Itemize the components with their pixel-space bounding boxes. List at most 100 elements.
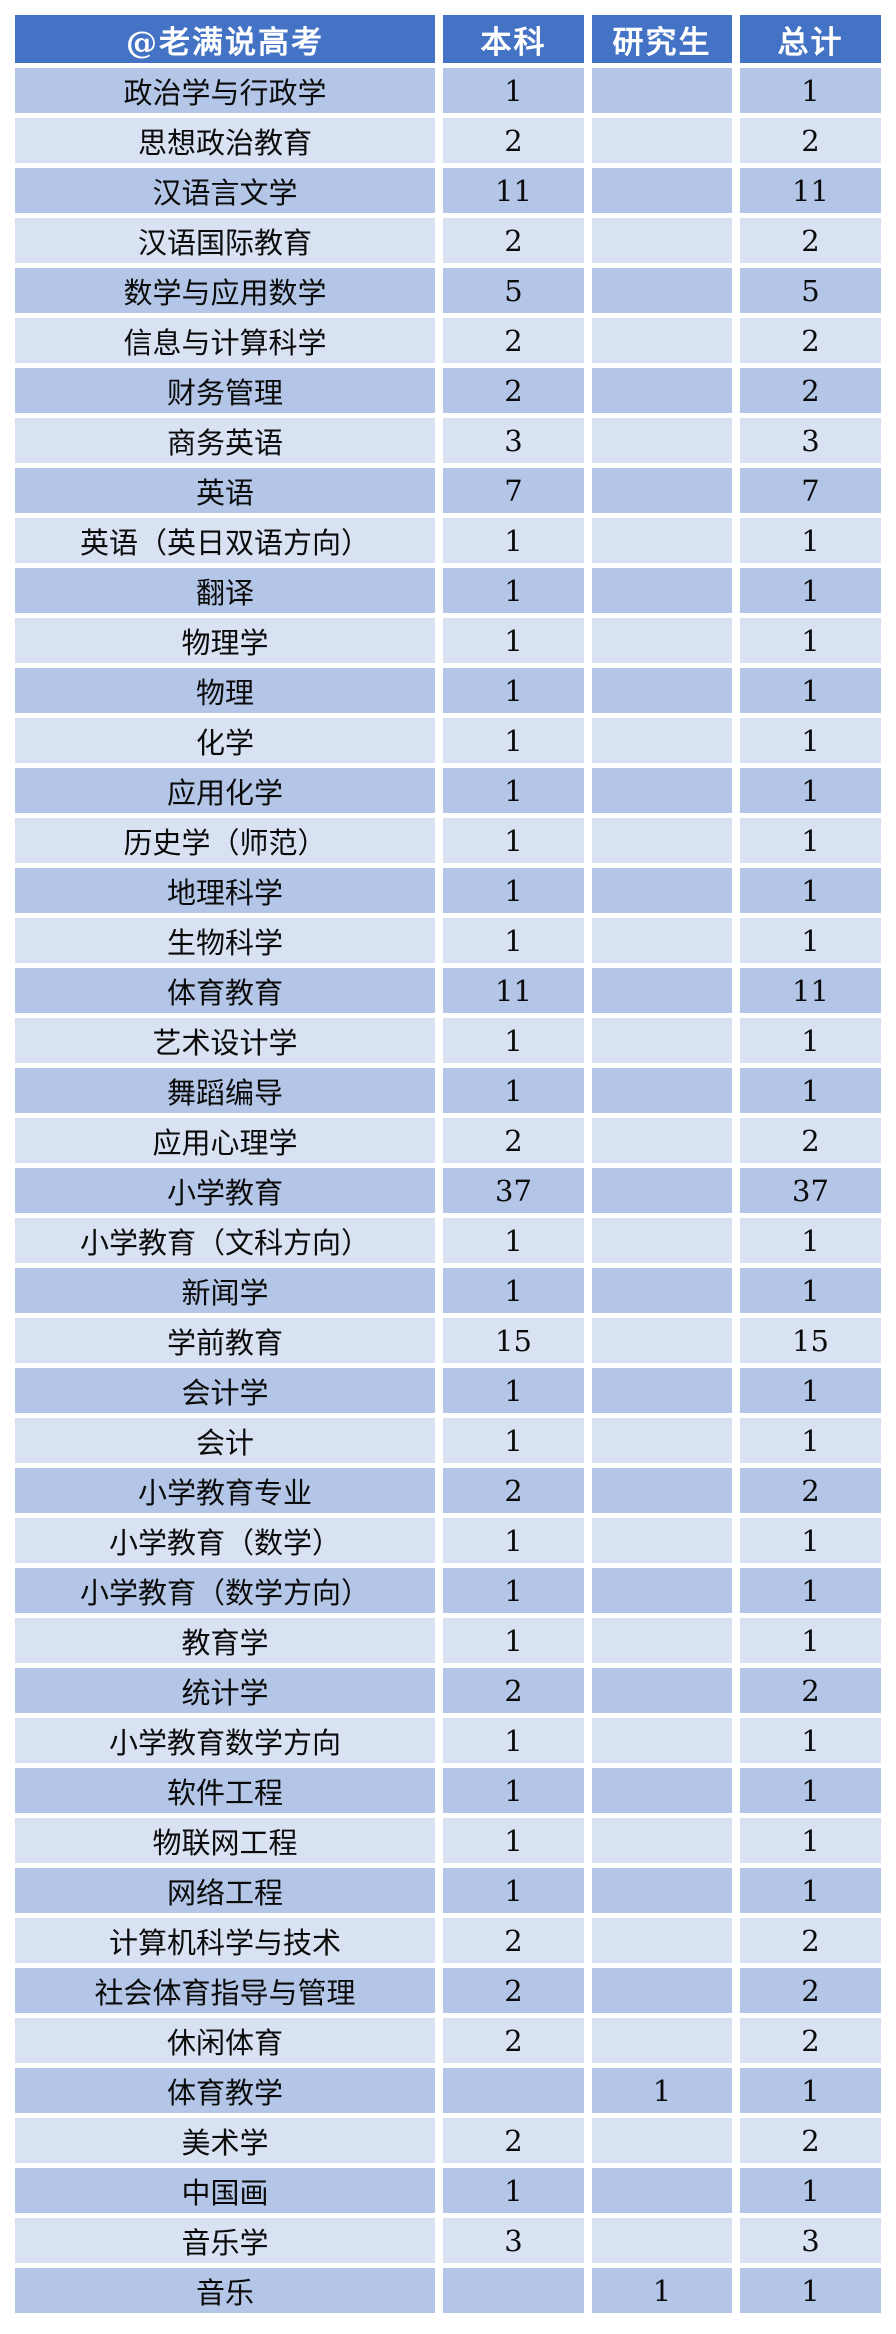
major-name-cell: 艺术设计学 [15, 1018, 435, 1063]
undergrad-count-cell: 2 [443, 318, 584, 363]
undergrad-count-cell [443, 2268, 584, 2313]
major-name-cell: 物理学 [15, 618, 435, 663]
header-source-label: @老满说高考 [15, 15, 435, 63]
table-row: 物理学 1 1 [15, 618, 881, 663]
major-name-cell: 音乐 [15, 2268, 435, 2313]
undergrad-count-cell: 11 [443, 968, 584, 1013]
major-name-cell: 数学与应用数学 [15, 268, 435, 313]
table-row: 中国画 1 1 [15, 2168, 881, 2213]
total-count-cell: 2 [740, 1968, 881, 2013]
undergrad-count-cell: 1 [443, 1268, 584, 1313]
graduate-count-cell [592, 118, 732, 163]
total-count-cell: 1 [740, 1068, 881, 1113]
graduate-count-cell [592, 418, 732, 463]
undergrad-count-cell: 2 [443, 118, 584, 163]
total-count-cell: 37 [740, 1168, 881, 1213]
total-count-cell: 1 [740, 718, 881, 763]
table-row: 政治学与行政学 1 1 [15, 68, 881, 113]
graduate-count-cell [592, 1918, 732, 1963]
table-row: 计算机科学与技术 2 2 [15, 1918, 881, 1963]
total-count-cell: 2 [740, 1118, 881, 1163]
major-name-cell: 地理科学 [15, 868, 435, 913]
graduate-count-cell [592, 1418, 732, 1463]
major-name-cell: 计算机科学与技术 [15, 1918, 435, 1963]
undergrad-count-cell: 2 [443, 1668, 584, 1713]
table-row: 社会体育指导与管理 2 2 [15, 1968, 881, 2013]
table-row: 新闻学 1 1 [15, 1268, 881, 1313]
total-count-cell: 1 [740, 918, 881, 963]
table-row: 物联网工程 1 1 [15, 1818, 881, 1863]
major-stats-table: @老满说高考 本科 研究生 总计 政治学与行政学 1 1 思想政治教育 2 2 … [7, 10, 889, 2318]
table-row: 网络工程 1 1 [15, 1868, 881, 1913]
graduate-count-cell [592, 1018, 732, 1063]
total-count-cell: 2 [740, 368, 881, 413]
undergrad-count-cell: 1 [443, 1868, 584, 1913]
undergrad-count-cell: 1 [443, 918, 584, 963]
major-name-cell: 学前教育 [15, 1318, 435, 1363]
total-count-cell: 1 [740, 568, 881, 613]
graduate-count-cell [592, 2018, 732, 2063]
header-total: 总计 [740, 15, 881, 63]
graduate-count-cell [592, 268, 732, 313]
total-count-cell: 3 [740, 418, 881, 463]
major-name-cell: 化学 [15, 718, 435, 763]
major-name-cell: 小学教育 [15, 1168, 435, 1213]
undergrad-count-cell: 2 [443, 2018, 584, 2063]
major-name-cell: 应用心理学 [15, 1118, 435, 1163]
total-count-cell: 2 [740, 1468, 881, 1513]
major-name-cell: 统计学 [15, 1668, 435, 1713]
undergrad-count-cell: 1 [443, 1018, 584, 1063]
undergrad-count-cell: 1 [443, 568, 584, 613]
total-count-cell: 2 [740, 318, 881, 363]
major-name-cell: 生物科学 [15, 918, 435, 963]
major-name-cell: 英语 [15, 468, 435, 513]
table-row: 生物科学 1 1 [15, 918, 881, 963]
table-row: 小学教育 37 37 [15, 1168, 881, 1213]
undergrad-count-cell: 2 [443, 1968, 584, 2013]
total-count-cell: 5 [740, 268, 881, 313]
table-row: 汉语言文学 11 11 [15, 168, 881, 213]
table-row: 物理 1 1 [15, 668, 881, 713]
graduate-count-cell [592, 568, 732, 613]
graduate-count-cell [592, 818, 732, 863]
graduate-count-cell [592, 1968, 732, 2013]
total-count-cell: 1 [740, 668, 881, 713]
table-row: 体育教育 11 11 [15, 968, 881, 1013]
undergrad-count-cell: 1 [443, 1568, 584, 1613]
table-row: 商务英语 3 3 [15, 418, 881, 463]
table-row: 教育学 1 1 [15, 1618, 881, 1663]
undergrad-count-cell: 1 [443, 1368, 584, 1413]
total-count-cell: 1 [740, 818, 881, 863]
graduate-count-cell [592, 1868, 732, 1913]
total-count-cell: 1 [740, 2268, 881, 2313]
major-name-cell: 政治学与行政学 [15, 68, 435, 113]
total-count-cell: 1 [740, 618, 881, 663]
total-count-cell: 1 [740, 1018, 881, 1063]
major-name-cell: 会计 [15, 1418, 435, 1463]
major-name-cell: 休闲体育 [15, 2018, 435, 2063]
undergrad-count-cell: 1 [443, 668, 584, 713]
undergrad-count-cell: 2 [443, 368, 584, 413]
undergrad-count-cell: 5 [443, 268, 584, 313]
total-count-cell: 1 [740, 1618, 881, 1663]
undergrad-count-cell: 1 [443, 1618, 584, 1663]
total-count-cell: 1 [740, 68, 881, 113]
undergrad-count-cell: 2 [443, 1918, 584, 1963]
graduate-count-cell [592, 2118, 732, 2163]
table-row: 会计学 1 1 [15, 1368, 881, 1413]
graduate-count-cell [592, 1118, 732, 1163]
graduate-count-cell [592, 1518, 732, 1563]
table-row: 美术学 2 2 [15, 2118, 881, 2163]
header-row: @老满说高考 本科 研究生 总计 [15, 15, 881, 63]
graduate-count-cell [592, 1718, 732, 1763]
major-name-cell: 汉语言文学 [15, 168, 435, 213]
major-name-cell: 网络工程 [15, 1868, 435, 1913]
major-name-cell: 汉语国际教育 [15, 218, 435, 263]
major-name-cell: 会计学 [15, 1368, 435, 1413]
major-name-cell: 物理 [15, 668, 435, 713]
major-name-cell: 思想政治教育 [15, 118, 435, 163]
table-row: 软件工程 1 1 [15, 1768, 881, 1813]
undergrad-count-cell: 1 [443, 1718, 584, 1763]
total-count-cell: 1 [740, 768, 881, 813]
total-count-cell: 2 [740, 1918, 881, 1963]
